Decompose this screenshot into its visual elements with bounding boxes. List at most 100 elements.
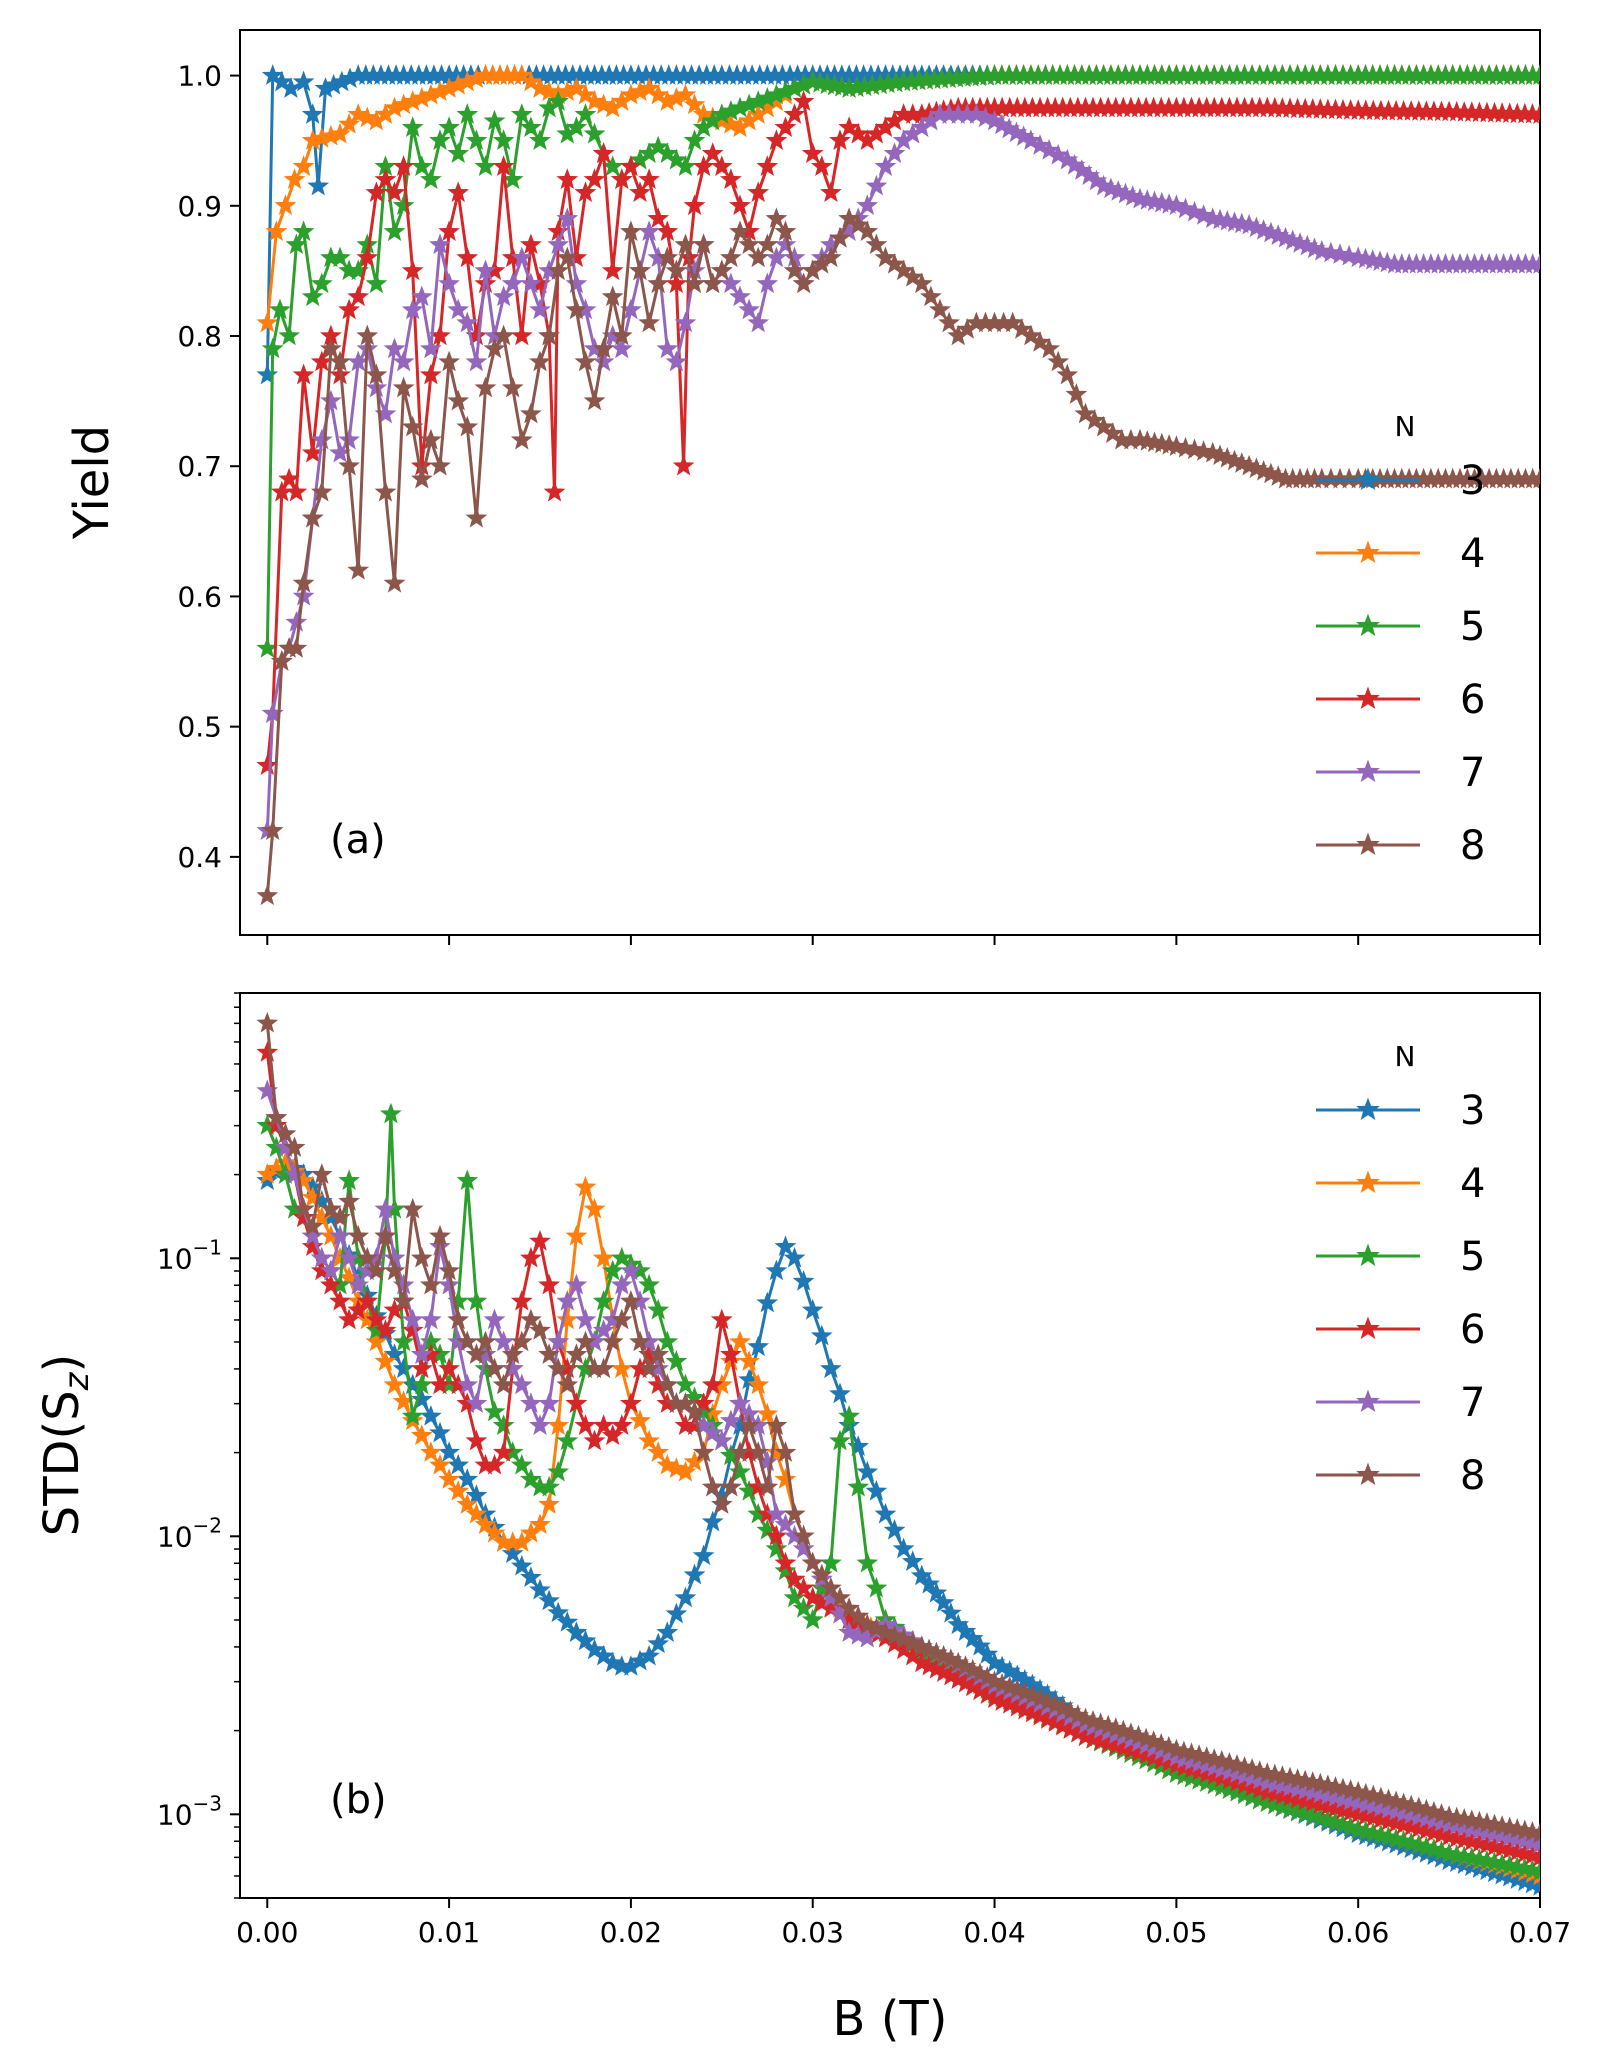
- series-marker-5: [665, 1350, 688, 1371]
- series-marker-7: [283, 1163, 306, 1184]
- series-marker-5: [538, 1475, 560, 1497]
- series-marker-6: [278, 467, 300, 489]
- series-marker-7: [1174, 197, 1197, 219]
- legend-a: N 3 4 5 6 7 8: [1316, 410, 1485, 869]
- series-marker-7: [774, 1513, 797, 1535]
- series-marker-8: [365, 363, 388, 385]
- series-marker-7: [547, 1330, 570, 1352]
- series-marker-5: [429, 129, 451, 150]
- series-marker-4: [256, 311, 279, 333]
- series-marker-5: [401, 116, 424, 137]
- series-marker-8: [647, 272, 670, 294]
- panel-b: 0.00 0.01 0.02 0.03 0.04 0.05 0.06 0.0710−310−2…: [34, 992, 1571, 1949]
- series-marker-7: [510, 1373, 533, 1395]
- series-marker-6: [301, 1235, 324, 1257]
- series-marker-3: [976, 1642, 999, 1664]
- series-marker-5: [838, 1404, 860, 1426]
- series-marker-7: [656, 337, 679, 359]
- series-marker-5: [447, 142, 470, 163]
- y-tick-label: 0.4: [177, 841, 222, 874]
- series-marker-8: [270, 650, 293, 671]
- series-marker-7: [410, 1343, 433, 1364]
- series-marker-3: [307, 174, 330, 196]
- series-marker-6: [801, 142, 824, 163]
- series-marker-8: [901, 1631, 924, 1653]
- series-marker-8: [383, 571, 406, 593]
- series-marker-7: [465, 350, 488, 372]
- series-marker-7: [610, 1273, 633, 1295]
- series-marker-8: [547, 1357, 570, 1379]
- series-marker-6: [756, 155, 779, 176]
- series-marker-6: [701, 142, 724, 163]
- series-marker-7: [638, 220, 660, 242]
- series-marker-3: [969, 1634, 991, 1656]
- series-marker-6: [292, 1206, 315, 1227]
- series-marker-8: [638, 311, 660, 333]
- series-marker-8: [1047, 350, 1070, 372]
- series-marker-8: [438, 1259, 460, 1281]
- series-marker-6: [829, 129, 851, 150]
- series-marker-3: [765, 1259, 788, 1281]
- series-marker-7: [865, 174, 888, 196]
- series-marker-3: [892, 1537, 915, 1559]
- x-tick-label: 0.06: [1327, 1916, 1389, 1949]
- series-marker-8: [729, 220, 751, 242]
- series-marker-7: [738, 298, 760, 320]
- series-marker-8: [510, 428, 533, 450]
- series-marker-8: [429, 1224, 451, 1246]
- series-marker-3: [456, 1468, 479, 1489]
- series-marker-3: [574, 1629, 597, 1651]
- series-marker-8: [783, 1502, 806, 1524]
- series-marker-3: [810, 1324, 833, 1346]
- series-marker-8: [465, 1343, 488, 1364]
- series-marker-8: [856, 220, 879, 242]
- series-marker-7: [347, 1273, 370, 1295]
- series-marker-6: [465, 1429, 488, 1451]
- series-marker-4: [683, 1450, 706, 1472]
- legend-marker-5: [1356, 1243, 1380, 1267]
- series-marker-5: [474, 155, 497, 176]
- series-marker-5: [647, 1298, 670, 1320]
- series-marker-8: [320, 1197, 342, 1219]
- series-marker-8: [256, 884, 279, 906]
- series-marker-7: [429, 233, 451, 255]
- series-marker-4: [529, 77, 551, 98]
- y-tick-label-base: 10: [157, 1798, 193, 1831]
- y-axis-label-b: STD(Sz): [34, 1354, 97, 1537]
- series-marker-7: [538, 1392, 560, 1413]
- series-marker-5: [656, 1330, 679, 1352]
- series-marker-5: [1529, 64, 1540, 85]
- legend-marker-4: [1356, 540, 1380, 564]
- series-marker-3: [556, 1610, 579, 1632]
- series-marker-4: [447, 1479, 470, 1501]
- series-marker-6: [710, 155, 733, 176]
- series-marker-8: [592, 337, 615, 359]
- series-marker-6: [338, 1308, 360, 1330]
- legend-marker-6: [1356, 1316, 1380, 1340]
- series-5: [256, 64, 1540, 658]
- series-marker-3: [820, 1357, 842, 1379]
- axis-ticks-a: 0.4 0.5 0.6 0.7 0.8 0.9 1.0: [177, 60, 1541, 945]
- series-marker-8: [810, 1563, 833, 1585]
- series-marker-8: [747, 1441, 770, 1462]
- series-marker-7: [1192, 204, 1215, 225]
- series-marker-3: [925, 1581, 948, 1603]
- series-marker-7: [592, 350, 615, 372]
- series-marker-3: [547, 1601, 570, 1623]
- series-marker-7: [720, 1409, 742, 1431]
- series-marker-6: [365, 181, 388, 203]
- series-marker-3: [565, 1621, 588, 1642]
- series-marker-7: [383, 337, 406, 359]
- series-marker-6: [783, 1567, 806, 1589]
- series-marker-3: [756, 1291, 779, 1313]
- series-marker-8: [565, 298, 588, 320]
- series-marker-6: [374, 168, 397, 189]
- series-marker-6: [438, 1357, 460, 1379]
- series-marker-5: [556, 1429, 579, 1451]
- series-marker-8: [501, 376, 524, 398]
- series-marker-7: [520, 272, 542, 294]
- series-marker-7: [392, 350, 415, 372]
- series-marker-8: [574, 1330, 597, 1352]
- series-marker-7: [756, 272, 779, 294]
- series-marker-7: [285, 611, 308, 632]
